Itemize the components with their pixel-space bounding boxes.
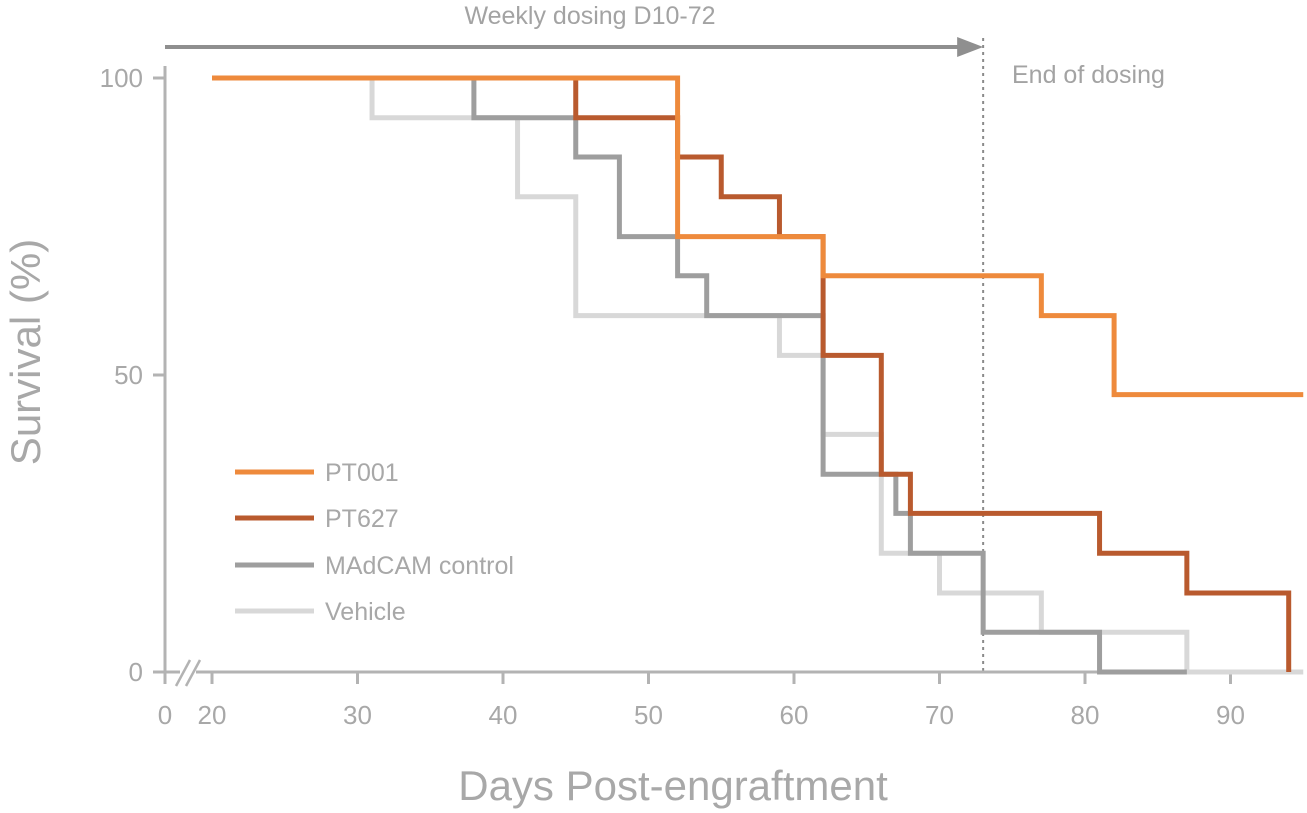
series-line-pt001 (212, 75, 1304, 398)
x-axis-break-mark (184, 659, 202, 687)
x-tick-label: 50 (634, 700, 663, 730)
x-axis-break-mark (174, 659, 192, 687)
x-tick-label: 80 (1071, 700, 1100, 730)
y-axis-title: Survival (%) (2, 239, 49, 465)
y-tick-label: 50 (114, 360, 143, 390)
dosing-arrow-head (957, 37, 984, 57)
legend-label-pt627: PT627 (325, 505, 399, 533)
dosing-period-arrow-group (165, 37, 985, 672)
y-tick-label: 100 (100, 63, 143, 93)
labels: Weekly dosing D10-72 End of dosing Days … (2, 2, 1165, 809)
x-tick-label: 90 (1216, 700, 1245, 730)
legend-label-madcam-control: MAdCAM control (325, 552, 514, 580)
legend: PT001 PT627 MAdCAM control Vehicle (235, 459, 514, 626)
series-line-pt627 (212, 75, 1292, 672)
x-axis-title: Days Post-engraftment (458, 762, 888, 809)
x-tick-label: 20 (198, 700, 227, 730)
x-tick-label: 60 (780, 700, 809, 730)
end-of-dosing-label: End of dosing (1012, 61, 1165, 89)
series-lines (212, 75, 1304, 675)
x-tick-label: 30 (343, 700, 372, 730)
legend-label-vehicle: Vehicle (325, 598, 406, 626)
dosing-period-label: Weekly dosing D10-72 (464, 2, 715, 30)
x-tick-label: 0 (158, 700, 172, 730)
x-tick-label: 40 (489, 700, 518, 730)
x-tick-label: 70 (925, 700, 954, 730)
series-line-madcam-control (212, 75, 1187, 675)
legend-label-pt001: PT001 (325, 459, 399, 487)
series-line-vehicle (212, 75, 1304, 675)
y-tick-label: 0 (129, 657, 143, 687)
